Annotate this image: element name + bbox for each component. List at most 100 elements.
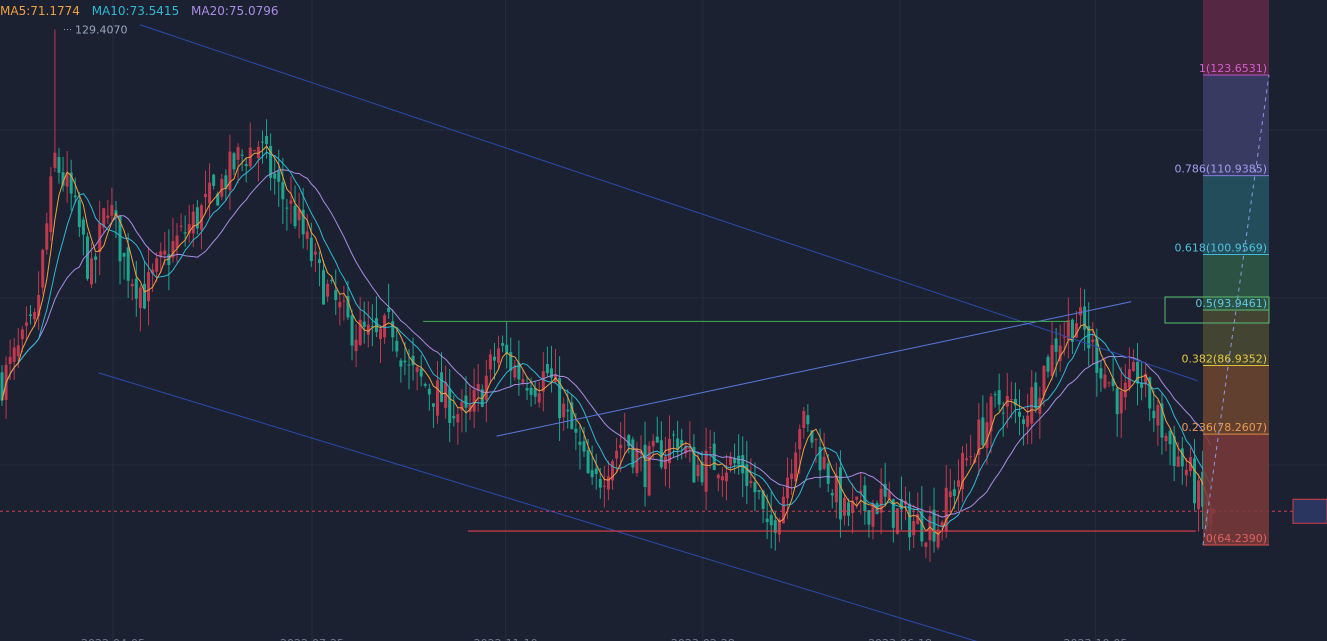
candle-body [167, 254, 171, 265]
candle-body [1095, 338, 1099, 373]
candle-body [163, 250, 167, 255]
candle-body [871, 503, 875, 527]
candle-body [545, 363, 549, 374]
candle-body [733, 458, 737, 464]
candle-body [920, 510, 924, 542]
candle-body [997, 390, 1001, 405]
candle-body [627, 435, 631, 447]
candle-body [468, 404, 472, 412]
candle-body [1176, 456, 1180, 467]
candle-body [81, 219, 85, 235]
candle-body [497, 348, 501, 363]
candle-body [338, 301, 342, 308]
candle-body [57, 157, 61, 173]
candle-body [1009, 399, 1013, 401]
candle-body [643, 444, 647, 487]
candle-body [891, 499, 895, 528]
candle-body [623, 437, 627, 439]
candle-body [1070, 319, 1074, 342]
candle-body [602, 485, 606, 487]
candle-body [1148, 377, 1152, 409]
candle-body [1131, 361, 1135, 371]
x-tick-label: 2023-06-18 [868, 637, 932, 641]
candle-body [704, 450, 708, 492]
candle-body [269, 145, 273, 178]
candle-body [741, 455, 745, 474]
candle-body [948, 491, 952, 498]
candle-body [619, 444, 623, 449]
candle-body [993, 394, 997, 396]
candle-body [204, 193, 207, 198]
candle-body [537, 393, 541, 403]
candle-body [961, 452, 965, 490]
candle-body [358, 319, 362, 345]
candle-body [151, 269, 155, 274]
candle-body [1046, 356, 1050, 372]
candle-body [379, 328, 383, 340]
candle-body [745, 464, 749, 487]
candle-body [879, 488, 883, 513]
candle-body [448, 388, 452, 423]
candle-body [761, 490, 765, 509]
candle-body [1087, 326, 1091, 349]
candle-body [773, 520, 777, 533]
ma10-legend: MA10:73.5415 [91, 4, 180, 18]
candle-body [753, 482, 757, 493]
candle-body [647, 445, 651, 496]
candle-body [509, 352, 513, 371]
candle-body [317, 259, 321, 264]
candle-body [399, 360, 403, 367]
candle-body [199, 205, 203, 230]
fib-label-0.382: 0.382(86.9352) [1181, 352, 1267, 365]
candle-body [1034, 382, 1038, 409]
candle-body [1042, 365, 1046, 396]
candle-body [472, 390, 476, 412]
candle-body [651, 440, 655, 447]
candle-body [806, 415, 810, 425]
candle-body [908, 503, 912, 538]
candle-body [847, 502, 851, 516]
candle-body [16, 345, 20, 357]
candle-body [1013, 398, 1017, 406]
candle-body [712, 443, 716, 471]
candle-body [1018, 411, 1021, 417]
candle-body [1026, 415, 1030, 427]
candle-body [195, 207, 199, 229]
candle-body [256, 146, 260, 159]
x-tick-label: 2022-07-25 [280, 637, 344, 641]
candle-body [838, 467, 842, 520]
candle-body [729, 456, 733, 466]
candle-body [574, 428, 578, 433]
candle-body [289, 200, 293, 204]
candle-body [423, 384, 427, 386]
candle-body [350, 315, 354, 346]
candle-body [513, 365, 517, 378]
candle-body [1140, 382, 1144, 388]
candle-body [1054, 338, 1058, 352]
candle-body [912, 521, 916, 536]
candle-body [285, 207, 289, 209]
candle-body [297, 208, 301, 221]
candle-body [126, 247, 130, 281]
candle-body [305, 231, 309, 239]
candle-body [1091, 339, 1095, 342]
candle-body [0, 372, 4, 401]
candle-body [216, 193, 220, 206]
candle-body [387, 308, 391, 312]
candle-body [1066, 320, 1070, 340]
candle-body [895, 508, 899, 534]
candle-body [887, 491, 891, 500]
candle-body [28, 314, 32, 317]
fib-zone-0.5 [1203, 254, 1269, 310]
candle-body [90, 258, 94, 285]
candle-body [366, 324, 370, 335]
candle-body [936, 529, 940, 548]
candle-body [228, 151, 232, 191]
candle-body [187, 224, 191, 234]
ma5-legend: MA5:71.1774 [0, 4, 80, 18]
candle-body [794, 452, 798, 482]
candle-body [94, 256, 98, 260]
ma-legend: MA5:71.1774 MA10:73.5415 MA20:75.0796 [0, 4, 287, 18]
